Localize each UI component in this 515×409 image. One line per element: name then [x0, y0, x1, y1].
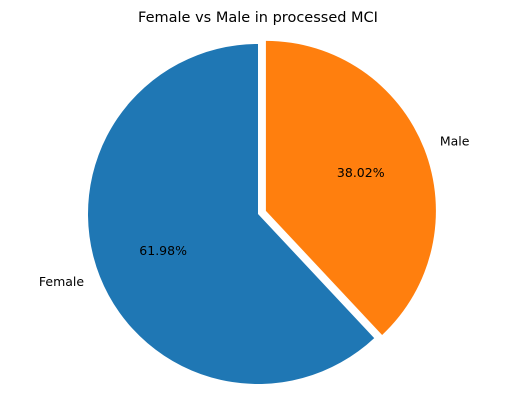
chart-title: Female vs Male in processed MCI	[138, 10, 378, 26]
percent-label-male: 38.02%	[337, 165, 385, 180]
percent-label-female: 61.98%	[139, 243, 187, 258]
slices-layer	[88, 40, 436, 385]
pie-slice-male	[265, 40, 436, 335]
slice-label-female: Female	[39, 274, 85, 289]
pie-slice-female	[88, 44, 375, 385]
slice-label-male: Male	[440, 134, 470, 149]
labels-layer: Female 61.98% Male 38.02%	[39, 134, 470, 290]
